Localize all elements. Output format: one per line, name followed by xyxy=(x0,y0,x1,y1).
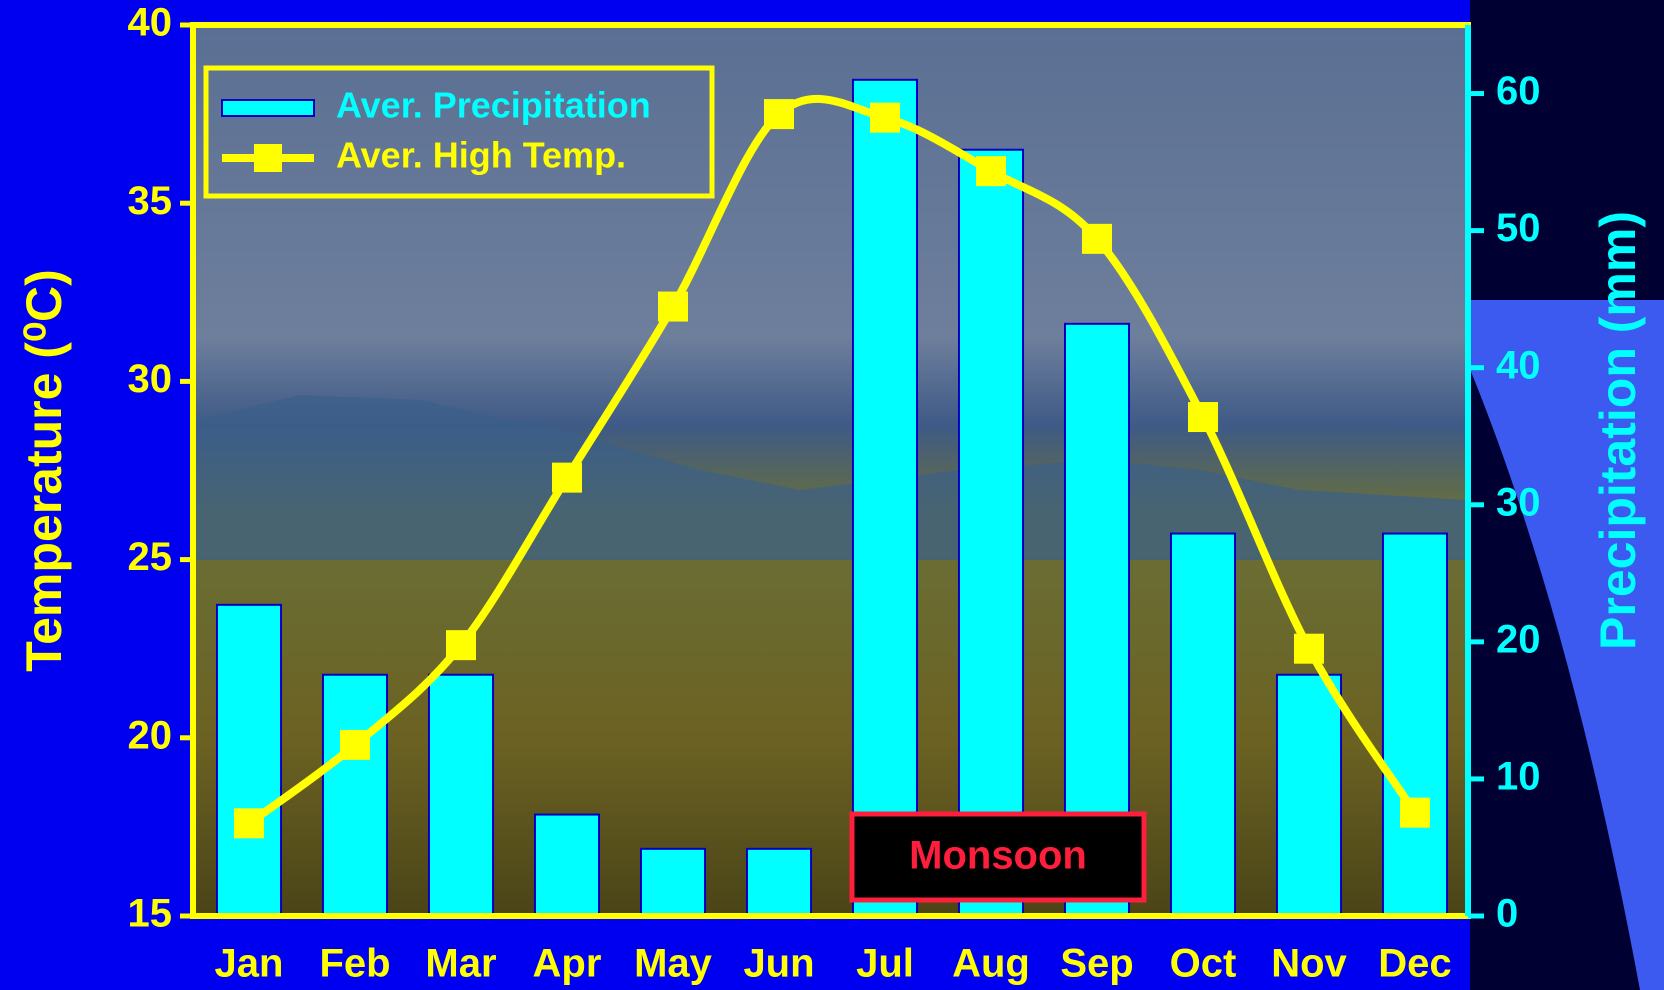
y-tick-label: 30 xyxy=(128,357,173,401)
y-tick-label: 15 xyxy=(128,892,173,936)
y2-tick-label: 0 xyxy=(1496,892,1518,936)
bar xyxy=(216,603,282,917)
x-tick-label: Aug xyxy=(952,942,1030,986)
y-tick-label: 35 xyxy=(128,179,173,223)
y2-axis-title: Precipitation (mm) xyxy=(1590,211,1646,650)
marker xyxy=(976,156,1006,187)
y2-tick-label: 30 xyxy=(1496,480,1541,524)
legend-box xyxy=(203,65,715,199)
bar xyxy=(534,813,600,917)
x-tick-label: May xyxy=(634,942,713,986)
legend-swatch xyxy=(221,99,315,117)
x-tick-label: Mar xyxy=(425,942,496,986)
marker xyxy=(658,291,688,322)
marker xyxy=(1082,223,1112,254)
x-tick-label: Jan xyxy=(215,942,284,986)
decor-arc xyxy=(1440,300,1664,990)
y2-tick-label: 40 xyxy=(1496,343,1541,387)
annotation: Monsoon xyxy=(909,834,1087,878)
bar xyxy=(1382,532,1448,917)
y2-tick-label: 20 xyxy=(1496,617,1541,661)
marker xyxy=(1188,402,1218,433)
marker xyxy=(764,99,794,130)
x-tick-label: Jun xyxy=(743,942,814,986)
marker xyxy=(446,630,476,661)
mountains xyxy=(196,395,1468,560)
marker xyxy=(870,102,900,133)
x-tick-label: Dec xyxy=(1378,942,1451,986)
bar xyxy=(746,847,812,918)
x-tick-label: Jul xyxy=(856,942,914,986)
legend-label: Aver. Precipitation xyxy=(336,85,651,126)
y-tick-label: 20 xyxy=(128,713,173,757)
marker xyxy=(234,808,264,839)
x-tick-label: Nov xyxy=(1271,942,1347,986)
x-tick-label: Feb xyxy=(319,942,390,986)
bar xyxy=(1276,673,1342,918)
marker xyxy=(1294,633,1324,664)
y-tick-label: 40 xyxy=(128,1,173,45)
x-tick-label: Apr xyxy=(533,942,602,986)
bar xyxy=(852,78,918,918)
bar xyxy=(640,847,706,918)
y-tick-label: 25 xyxy=(128,535,173,579)
x-tick-label: Oct xyxy=(1170,942,1237,986)
y2-tick-label: 60 xyxy=(1496,69,1541,113)
bar xyxy=(958,148,1024,918)
marker xyxy=(340,729,370,760)
x-tick-label: Sep xyxy=(1060,942,1133,986)
legend-label: Aver. High Temp. xyxy=(336,135,626,176)
y-axis-title: Temperature (⁰C) xyxy=(16,269,72,672)
bar xyxy=(428,673,494,918)
legend-swatch-marker xyxy=(254,144,282,172)
bar xyxy=(322,673,388,918)
y2-tick-label: 10 xyxy=(1496,754,1541,798)
marker xyxy=(1400,797,1430,828)
y2-tick-label: 50 xyxy=(1496,206,1541,250)
annotation-box xyxy=(849,811,1147,903)
bar xyxy=(1170,532,1236,917)
marker xyxy=(552,462,582,493)
